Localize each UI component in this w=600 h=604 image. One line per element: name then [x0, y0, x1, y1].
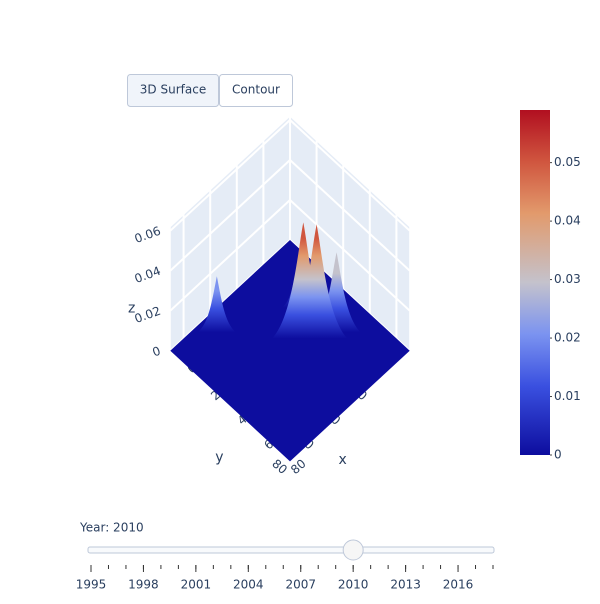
- colorbar-tick-label: 0: [554, 448, 562, 462]
- slider-tick-label: 2013: [390, 578, 421, 592]
- colorbar-tick-label: 0.01: [554, 389, 581, 403]
- button[interactable]: [127, 74, 219, 107]
- x-axis-title: x: [338, 452, 346, 468]
- grid-line: [169, 118, 411, 232]
- colorbar-tick-label: 0.04: [554, 214, 581, 228]
- slider-tick-label: 2001: [181, 578, 212, 592]
- button-label[interactable]: Contour: [232, 83, 280, 97]
- y-tick-label: 80: [269, 456, 290, 477]
- slider-current-value: Year: 2010: [79, 521, 144, 535]
- y-axis-title: y: [215, 449, 223, 465]
- slider-rail: [87, 546, 495, 554]
- surface-floor: [170, 240, 410, 462]
- z-axis-title: z: [128, 301, 135, 317]
- z-tick-label: 0.06: [133, 224, 163, 246]
- slider-tick-label: 1998: [128, 578, 159, 592]
- slider-handle[interactable]: [342, 539, 364, 561]
- button[interactable]: [219, 74, 293, 107]
- colorbar-tick-label: 0.05: [554, 155, 581, 169]
- colorbar: [520, 110, 550, 455]
- colorbar-tick-label: 0.03: [554, 272, 581, 286]
- colorbar-tick-label: 0.02: [554, 331, 581, 345]
- slider-tick-label: 2016: [443, 578, 474, 592]
- slider-tick-label: 2007: [285, 578, 316, 592]
- surface-peak: [302, 252, 371, 339]
- grid-line: [169, 198, 411, 312]
- surface-peak: [187, 276, 247, 339]
- z-tick-label: 0.04: [133, 264, 163, 286]
- slider-tick-label: 2004: [233, 578, 264, 592]
- surface-peak: [275, 224, 358, 345]
- z-tick-label: 0: [151, 344, 163, 360]
- slider-tick-label: 2010: [338, 578, 369, 592]
- slider-tick-label: 1995: [76, 578, 107, 592]
- button-label[interactable]: 3D Surface: [140, 83, 206, 97]
- grid-line: [169, 158, 411, 272]
- z-tick-label: 0.02: [133, 304, 163, 326]
- button-group: 3D Surface Contour: [127, 74, 293, 107]
- surface-peak: [262, 222, 345, 345]
